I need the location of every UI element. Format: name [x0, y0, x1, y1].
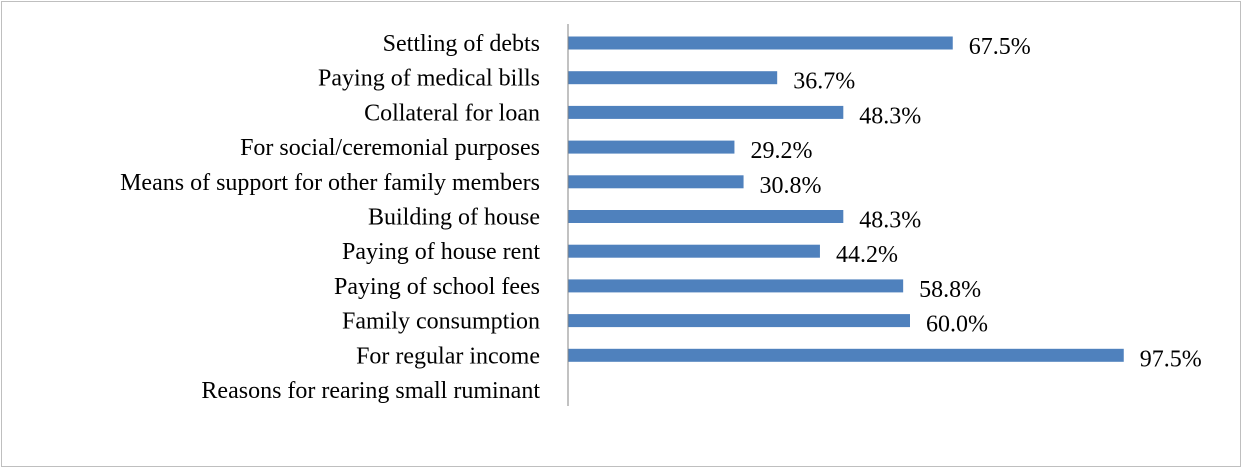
value-labels: 67.5%36.7%48.3%29.2%30.8%48.3%44.2%58.8%…: [750, 34, 1201, 372]
category-label: Settling of debts: [383, 31, 540, 57]
data-label: 97.5%: [1140, 346, 1202, 372]
category-label: Means of support for other family member…: [120, 170, 540, 196]
category-label: Reasons for rearing small ruminant: [201, 378, 540, 404]
category-label: Paying of school fees: [334, 274, 540, 300]
bar: [568, 175, 744, 189]
category-label: Building of house: [368, 205, 540, 231]
bars-group: [568, 36, 1124, 362]
bar: [568, 348, 1124, 362]
bar: [568, 210, 844, 223]
data-label: 29.2%: [750, 138, 812, 164]
bar: [568, 71, 778, 85]
data-label: 58.8%: [919, 277, 981, 303]
category-label: For regular income: [356, 343, 540, 369]
bar: [568, 244, 820, 258]
bar: [568, 314, 910, 328]
data-label: 30.8%: [760, 173, 822, 199]
bar: [568, 105, 844, 119]
bar: [568, 279, 904, 293]
data-label: 44.2%: [836, 242, 898, 268]
data-label: 48.3%: [859, 103, 921, 129]
category-label: Family consumption: [342, 309, 540, 335]
category-label: Paying of medical bills: [318, 66, 540, 92]
data-label: 48.3%: [859, 208, 921, 234]
category-label: Paying of house rent: [342, 239, 540, 265]
category-label: For social/ceremonial purposes: [240, 135, 540, 161]
data-label: 36.7%: [793, 69, 855, 95]
data-label: 67.5%: [969, 34, 1031, 60]
bar: [568, 36, 953, 50]
data-label: 60.0%: [926, 312, 988, 338]
category-labels: Settling of debts Paying of medical bills…: [120, 31, 540, 404]
category-label: Collateral for loan: [364, 100, 540, 126]
bar: [568, 140, 735, 154]
